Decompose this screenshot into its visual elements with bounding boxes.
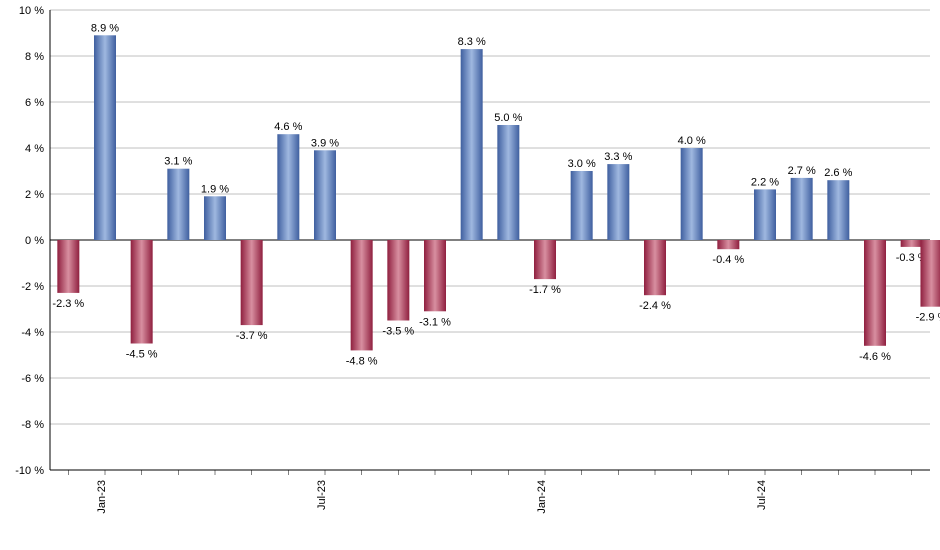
bar bbox=[314, 150, 336, 240]
x-tick-label: Jul-24 bbox=[756, 480, 768, 510]
bar bbox=[387, 240, 409, 321]
bar-value-label: 8.9 % bbox=[91, 22, 119, 34]
bar bbox=[644, 240, 666, 295]
y-tick-label: -6 % bbox=[21, 373, 44, 385]
bar-value-label: 3.0 % bbox=[568, 158, 596, 170]
bar bbox=[681, 148, 703, 240]
y-tick-label: 6 % bbox=[25, 97, 44, 109]
bar bbox=[827, 180, 849, 240]
x-tick-label: Jan-23 bbox=[96, 480, 108, 514]
y-tick-label: 8 % bbox=[25, 51, 44, 63]
bar-value-label: 2.2 % bbox=[751, 176, 779, 188]
bar bbox=[351, 240, 373, 350]
bar-value-label: -2.3 % bbox=[52, 298, 84, 310]
bar-value-label: -3.5 % bbox=[382, 326, 414, 338]
y-tick-label: 0 % bbox=[25, 235, 44, 247]
bar bbox=[717, 240, 739, 249]
bar-value-label: 1.9 % bbox=[201, 183, 229, 195]
y-tick-label: -4 % bbox=[21, 327, 44, 339]
bar-value-label: 8.3 % bbox=[458, 36, 486, 48]
bar-value-label: -2.9 % bbox=[916, 312, 940, 324]
bar-value-label: 4.6 % bbox=[274, 121, 302, 133]
bar-value-label: -3.7 % bbox=[236, 330, 268, 342]
bar-value-label: 3.9 % bbox=[311, 137, 339, 149]
bar-value-label: -0.4 % bbox=[712, 254, 744, 266]
y-tick-label: -10 % bbox=[15, 465, 44, 477]
bar bbox=[754, 189, 776, 240]
y-tick-label: 4 % bbox=[25, 143, 44, 155]
bar-value-label: 2.6 % bbox=[824, 167, 852, 179]
bar bbox=[791, 178, 813, 240]
bar bbox=[461, 49, 483, 240]
y-tick-label: 2 % bbox=[25, 189, 44, 201]
bar-value-label: 3.3 % bbox=[604, 151, 632, 163]
bar-value-label: -2.4 % bbox=[639, 300, 671, 312]
bar bbox=[497, 125, 519, 240]
bar bbox=[131, 240, 153, 344]
bar-value-label: -4.5 % bbox=[126, 349, 158, 361]
x-tick-label: Jan-24 bbox=[536, 480, 548, 514]
y-tick-label: -8 % bbox=[21, 419, 44, 431]
bar bbox=[167, 169, 189, 240]
bar bbox=[424, 240, 446, 311]
bar-value-label: 3.1 % bbox=[164, 156, 192, 168]
bar-value-label: 5.0 % bbox=[494, 112, 522, 124]
bar-value-label: 4.0 % bbox=[678, 135, 706, 147]
y-tick-label: 10 % bbox=[19, 5, 44, 17]
bar bbox=[607, 164, 629, 240]
bar bbox=[901, 240, 923, 247]
bar-value-label: -4.6 % bbox=[859, 351, 891, 363]
bar bbox=[277, 134, 299, 240]
x-tick-label: Jul-23 bbox=[316, 480, 328, 510]
bar bbox=[920, 240, 940, 307]
bar bbox=[94, 35, 116, 240]
bar bbox=[534, 240, 556, 279]
y-tick-label: -2 % bbox=[21, 281, 44, 293]
bar bbox=[204, 196, 226, 240]
bar bbox=[57, 240, 79, 293]
bar-chart: -10 % -8 % -6 % -4 % -2 % 0 % 2 % 4 % 6 % 8 % 10 %… bbox=[0, 0, 940, 550]
bar bbox=[571, 171, 593, 240]
bar-value-label: 2.7 % bbox=[788, 165, 816, 177]
bar-value-label: -3.1 % bbox=[419, 316, 451, 328]
bar bbox=[241, 240, 263, 325]
bar bbox=[864, 240, 886, 346]
bar-value-label: -4.8 % bbox=[346, 355, 378, 367]
bar-value-label: -1.7 % bbox=[529, 284, 561, 296]
